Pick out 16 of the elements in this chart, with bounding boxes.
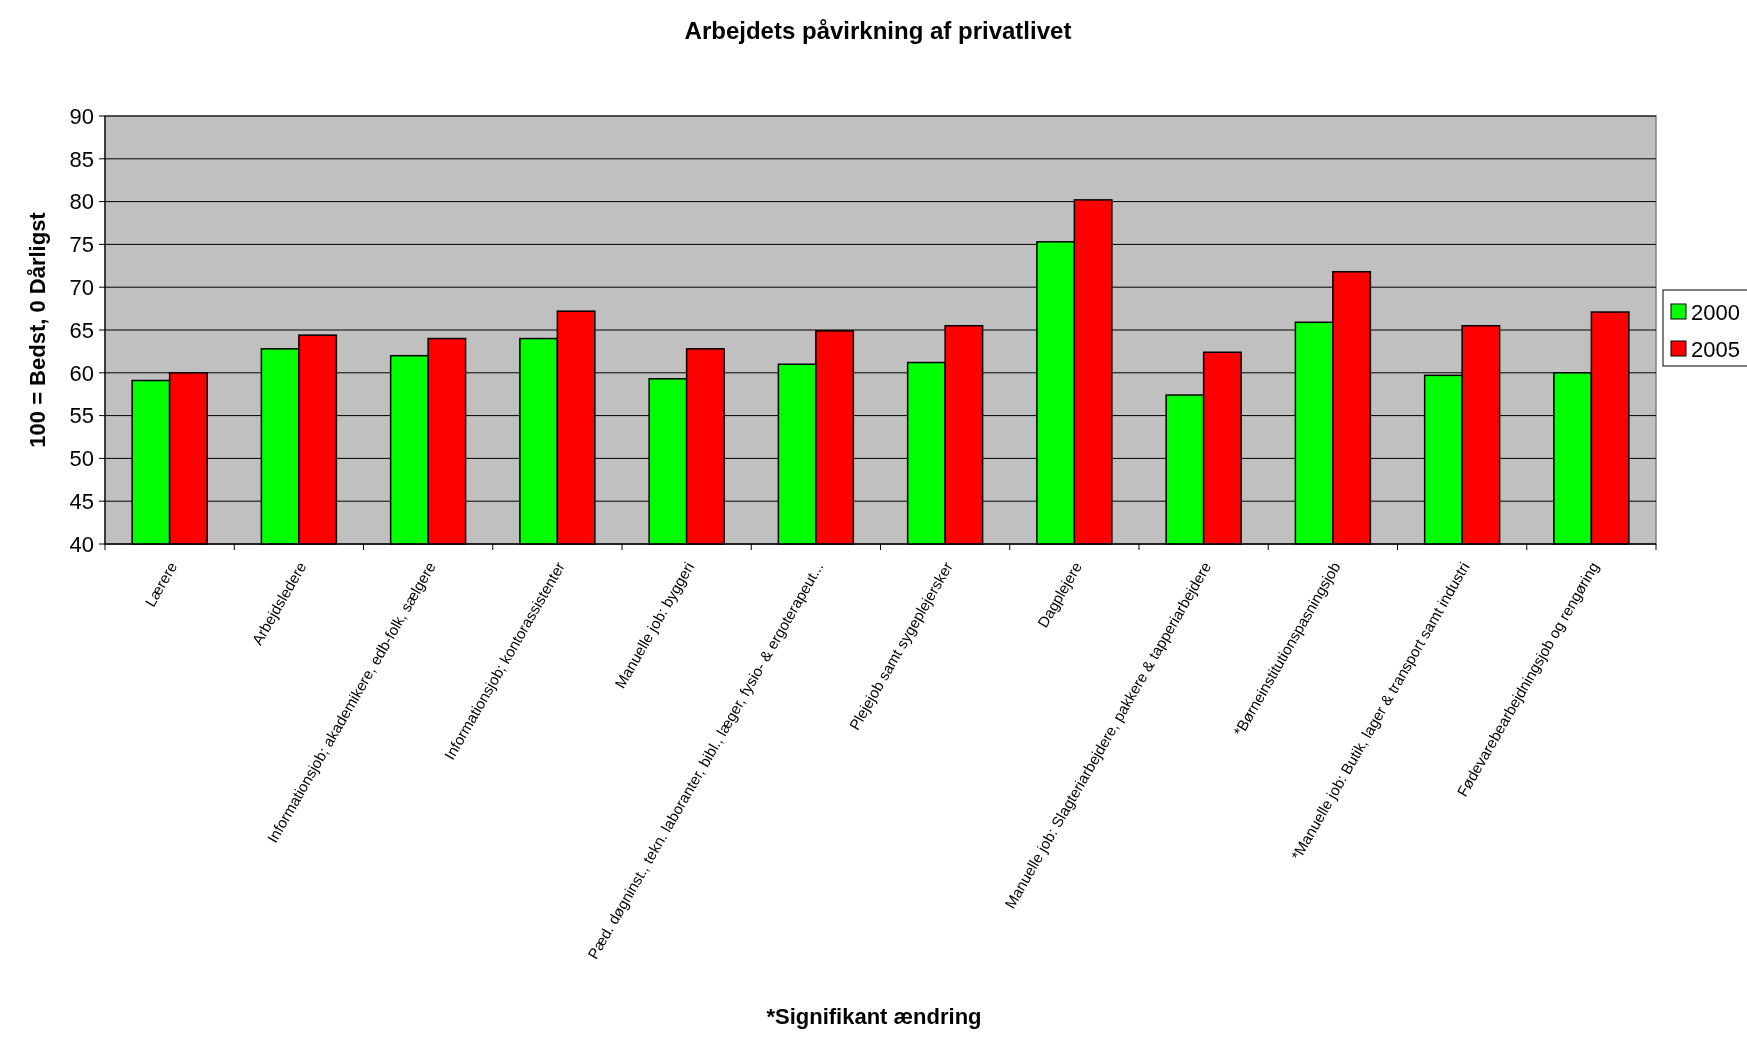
y-tick-label: 90: [69, 103, 94, 129]
y-tick-label: 65: [69, 317, 94, 343]
y-tick-label: 50: [69, 446, 94, 472]
chart-title: Arbejdets påvirkning af privatlivet: [684, 17, 1072, 44]
y-tick-label: 75: [69, 232, 94, 258]
legend-label: 2005: [1691, 336, 1740, 362]
y-axis-title: 100 = Bedst, 0 Dårligst: [25, 211, 50, 448]
y-tick-label: 70: [69, 274, 94, 300]
y-tick-label: 60: [69, 360, 94, 386]
y-tick-label: 45: [69, 488, 94, 514]
y-tick-label: 80: [69, 189, 94, 215]
y-tick-label: 55: [69, 403, 94, 429]
y-tick-label: 85: [69, 146, 94, 172]
legend-label: 2000: [1691, 299, 1740, 325]
y-tick-label: 40: [69, 531, 94, 557]
text: *Signifikant ændring: [766, 1004, 982, 1029]
